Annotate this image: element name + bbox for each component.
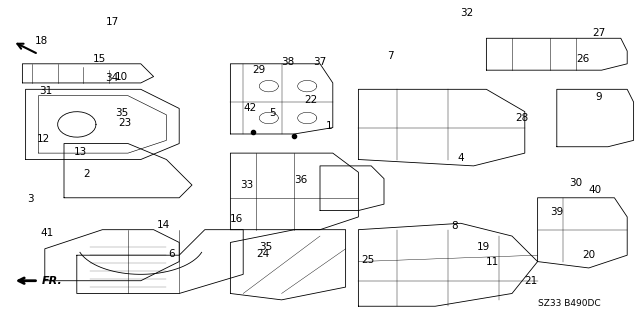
Text: 11: 11 [486, 256, 499, 267]
Text: 31: 31 [40, 86, 52, 96]
Text: 41: 41 [40, 228, 53, 238]
Text: 12: 12 [37, 134, 50, 144]
Text: 18: 18 [35, 36, 48, 47]
Text: 27: 27 [592, 28, 605, 39]
Text: 9: 9 [595, 92, 602, 102]
Text: 39: 39 [550, 207, 563, 217]
Text: 35: 35 [259, 242, 272, 252]
Text: 35: 35 [115, 108, 128, 118]
Text: 10: 10 [115, 71, 128, 82]
Text: 25: 25 [362, 255, 374, 265]
Text: 21: 21 [525, 276, 538, 286]
Text: 24: 24 [256, 249, 269, 259]
Text: 5: 5 [269, 108, 275, 118]
Text: 8: 8 [451, 221, 458, 232]
Text: 38: 38 [282, 57, 294, 67]
Text: 4: 4 [458, 153, 464, 163]
Text: 14: 14 [157, 220, 170, 230]
Text: 42: 42 [243, 103, 256, 114]
Text: 19: 19 [477, 242, 490, 252]
Text: 13: 13 [74, 146, 86, 157]
Text: 3: 3 [28, 194, 34, 204]
Text: 7: 7 [387, 51, 394, 61]
Text: 17: 17 [106, 17, 118, 27]
Text: 26: 26 [576, 54, 589, 64]
Text: 2: 2 [83, 169, 90, 179]
Text: 40: 40 [589, 185, 602, 195]
Text: 29: 29 [253, 65, 266, 75]
Text: FR.: FR. [42, 276, 62, 286]
Text: 37: 37 [314, 57, 326, 67]
Text: 20: 20 [582, 250, 595, 260]
Text: 15: 15 [93, 54, 106, 64]
Text: SZ33 B490DC: SZ33 B490DC [538, 299, 600, 308]
Text: 6: 6 [168, 249, 175, 259]
Text: 1: 1 [326, 121, 333, 131]
Text: 32: 32 [461, 8, 474, 18]
Text: 30: 30 [570, 178, 582, 189]
Text: 36: 36 [294, 175, 307, 185]
Text: 16: 16 [230, 213, 243, 224]
Text: 22: 22 [304, 95, 317, 106]
Text: 23: 23 [118, 118, 131, 128]
Text: 28: 28 [515, 113, 528, 123]
Text: 33: 33 [240, 180, 253, 190]
Text: 34: 34 [106, 73, 118, 83]
